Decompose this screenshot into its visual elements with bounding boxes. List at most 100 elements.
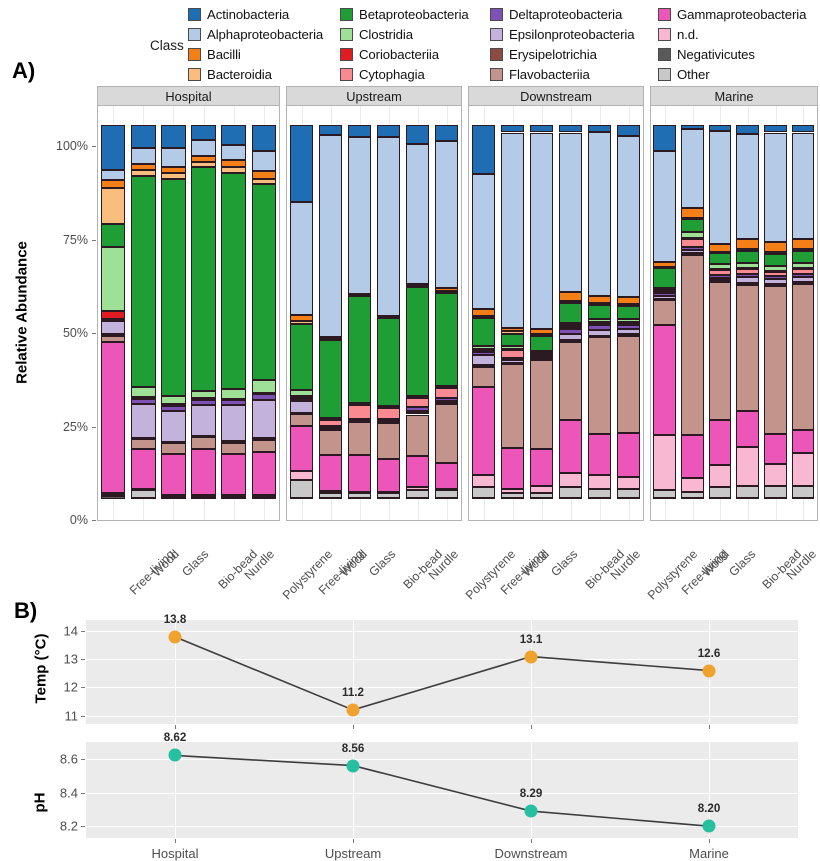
bar-segment[interactable] xyxy=(587,295,612,304)
bar-segment[interactable] xyxy=(376,491,401,494)
bar-segment[interactable] xyxy=(191,399,216,405)
bar-segment[interactable] xyxy=(587,335,612,338)
bar-segment[interactable] xyxy=(708,243,732,252)
stacked-bar[interactable] xyxy=(529,125,554,499)
bar-segment[interactable] xyxy=(434,400,459,403)
bar-segment[interactable] xyxy=(289,320,314,325)
bar-segment[interactable] xyxy=(347,419,372,422)
bar-segment[interactable] xyxy=(471,315,496,318)
bar-segment[interactable] xyxy=(434,463,459,489)
bar-segment[interactable] xyxy=(100,180,126,189)
bar-segment[interactable] xyxy=(558,292,583,302)
bar-segment[interactable] xyxy=(405,456,430,488)
bar-segment[interactable] xyxy=(161,125,186,148)
bar-segment[interactable] xyxy=(529,125,554,133)
legend-item[interactable]: Coriobacteriia xyxy=(340,44,490,64)
bar-segment[interactable] xyxy=(130,175,156,388)
bar-segment[interactable] xyxy=(681,478,704,493)
bar-segment[interactable] xyxy=(736,125,760,135)
bar-segment[interactable] xyxy=(616,335,641,433)
bar-segment[interactable] xyxy=(130,169,156,176)
bar-segment[interactable] xyxy=(161,178,186,396)
legend-item[interactable]: Gammaproteobacteria xyxy=(658,4,818,24)
bar-segment[interactable] xyxy=(376,419,401,422)
bar-segment[interactable] xyxy=(434,125,459,142)
bar-segment[interactable] xyxy=(100,224,126,247)
bar-segment[interactable] xyxy=(221,145,247,161)
bar-segment[interactable] xyxy=(221,495,247,498)
bar-segment[interactable] xyxy=(653,288,677,291)
bar-segment[interactable] xyxy=(587,337,612,434)
stacked-bar[interactable] xyxy=(471,125,496,499)
bar-segment[interactable] xyxy=(318,490,343,493)
bar-segment[interactable] xyxy=(100,341,126,494)
bar-segment[interactable] xyxy=(791,132,815,240)
stacked-bar[interactable] xyxy=(251,125,277,499)
bar-segment[interactable] xyxy=(318,454,343,492)
bar-segment[interactable] xyxy=(500,362,525,364)
stacked-bar[interactable] xyxy=(405,125,430,499)
bar-segment[interactable] xyxy=(434,488,459,491)
bar-segment[interactable] xyxy=(529,353,554,356)
legend-item[interactable]: Epsilonproteobacteria xyxy=(490,24,658,44)
bar-segment[interactable] xyxy=(500,349,525,359)
bar-segment[interactable] xyxy=(708,274,732,278)
bar-segment[interactable] xyxy=(653,151,677,262)
bar-segment[interactable] xyxy=(191,125,216,141)
bar-segment[interactable] xyxy=(405,143,430,284)
bar-segment[interactable] xyxy=(191,162,216,167)
bar-segment[interactable] xyxy=(708,270,732,275)
bar-segment[interactable] xyxy=(161,495,186,498)
bar-segment[interactable] xyxy=(471,318,496,346)
bar-segment[interactable] xyxy=(500,492,525,499)
stacked-bar[interactable] xyxy=(791,125,815,499)
bar-segment[interactable] xyxy=(100,321,126,335)
bar-segment[interactable] xyxy=(221,166,247,174)
legend-item[interactable]: Other xyxy=(658,64,818,84)
bar-segment[interactable] xyxy=(130,125,156,148)
bar-segment[interactable] xyxy=(191,156,216,163)
bar-segment[interactable] xyxy=(764,486,787,499)
bar-segment[interactable] xyxy=(708,130,732,244)
bar-segment[interactable] xyxy=(681,247,704,250)
bar-segment[interactable] xyxy=(681,219,704,232)
bar-segment[interactable] xyxy=(681,231,704,238)
stacked-bar[interactable] xyxy=(130,125,156,499)
bar-segment[interactable] xyxy=(376,136,401,317)
bar-segment[interactable] xyxy=(764,286,787,434)
bar-segment[interactable] xyxy=(616,303,641,306)
bar-segment[interactable] xyxy=(736,446,760,486)
bar-segment[interactable] xyxy=(587,329,612,336)
bar-segment[interactable] xyxy=(471,350,496,353)
bar-segment[interactable] xyxy=(529,350,554,353)
bar-segment[interactable] xyxy=(434,397,459,401)
bar-segment[interactable] xyxy=(529,493,554,499)
bar-segment[interactable] xyxy=(587,323,612,326)
bar-segment[interactable] xyxy=(251,151,277,171)
data-point[interactable] xyxy=(524,650,538,664)
bar-segment[interactable] xyxy=(251,394,277,401)
bar-segment[interactable] xyxy=(471,386,496,475)
stacked-bar[interactable] xyxy=(681,125,704,499)
bar-segment[interactable] xyxy=(616,136,641,298)
bar-segment[interactable] xyxy=(376,423,401,459)
bar-segment[interactable] xyxy=(736,273,760,278)
bar-segment[interactable] xyxy=(130,448,156,489)
bar-segment[interactable] xyxy=(791,249,815,252)
bar-segment[interactable] xyxy=(289,125,314,203)
bar-segment[interactable] xyxy=(653,261,677,267)
bar-segment[interactable] xyxy=(558,334,583,341)
bar-segment[interactable] xyxy=(764,433,787,464)
bar-segment[interactable] xyxy=(191,404,216,437)
legend-item[interactable]: Deltaproteobacteria xyxy=(490,4,658,24)
bar-segment[interactable] xyxy=(251,495,277,498)
bar-segment[interactable] xyxy=(587,302,612,305)
stacked-bar[interactable] xyxy=(161,125,186,499)
bar-segment[interactable] xyxy=(708,280,732,283)
bar-segment[interactable] xyxy=(434,404,459,464)
bar-segment[interactable] xyxy=(529,449,554,486)
bar-segment[interactable] xyxy=(500,489,525,493)
bar-segment[interactable] xyxy=(405,398,430,407)
bar-segment[interactable] xyxy=(764,463,787,487)
bar-segment[interactable] xyxy=(681,255,704,435)
